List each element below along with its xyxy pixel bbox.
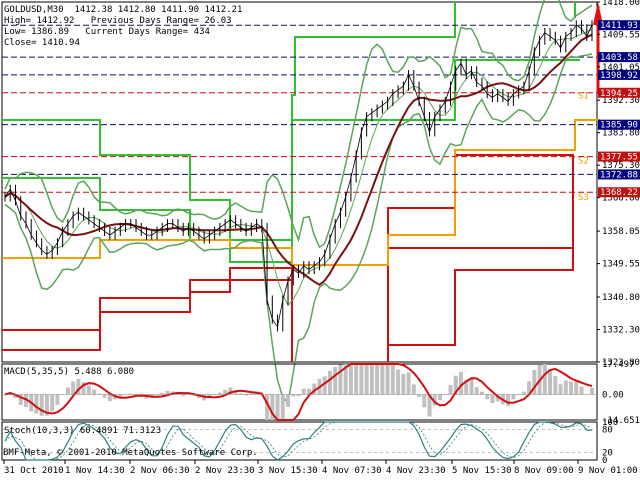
main-pane-frame — [1, 1, 598, 363]
price-level-label: 1372.88 — [600, 170, 638, 180]
bollinger-upper-line — [4, 0, 593, 249]
stoch-tick-label: 80 — [602, 426, 613, 436]
price-tick-label: 1375.30 — [602, 161, 640, 171]
price-level-tag — [598, 52, 640, 63]
price-level-tag — [598, 187, 640, 198]
price-level-tag — [598, 87, 640, 98]
macd-label: MACD(5,35,5) 5.488 6.080 — [4, 367, 135, 377]
macd-tick-label: 17.497 — [602, 360, 635, 370]
x-tick-label: 1 Nov 14:30 — [65, 466, 125, 476]
price-tick-label: 1358.05 — [602, 227, 640, 237]
support-resistance-step-line — [387, 242, 574, 358]
macd-tick-label: 0.00 — [602, 390, 624, 400]
support-resistance-step-line — [2, 59, 580, 263]
price-level-tag — [598, 69, 640, 80]
price-level-label: 1377.55 — [600, 153, 638, 163]
price-level-label: 1403.58 — [600, 53, 638, 63]
stoch-tick-label: 20 — [602, 448, 613, 458]
macd-tick-label: -14.651 — [602, 416, 640, 426]
price-tick-label: 1340.80 — [602, 293, 640, 303]
price-tick-label: 1349.55 — [602, 260, 640, 270]
x-tick-label: 2 Nov 23:30 — [195, 466, 255, 476]
price-tick-label: 1409.55 — [602, 30, 640, 40]
support-resistance-step-line — [2, 2, 456, 241]
stoch-tick-label: 100 — [602, 418, 618, 428]
price-tick-label: 1401.05 — [602, 63, 640, 73]
price-level-label: 1368.22 — [600, 188, 638, 198]
price-level-label: 1394.25 — [600, 89, 638, 99]
macd-pane-frame — [1, 363, 598, 421]
level-marker-label: S3 — [578, 193, 589, 203]
close-line: Close= 1410.94 — [4, 38, 80, 48]
price-tick-label: 1392.30 — [602, 96, 640, 106]
price-tick-label: 1332.30 — [602, 326, 640, 336]
price-level-tag — [598, 151, 640, 162]
current-price-arrow — [593, 2, 603, 25]
price-level-label: 1398.92 — [600, 71, 638, 81]
copyright-text: BMF-Meta, © 2001-2010 MetaQuotes Softwar… — [3, 448, 258, 458]
price-level-tag — [598, 119, 640, 130]
axes: 1418.00 1409.55 1401.05 1392.30 1383.80 1375.… — [3, 0, 640, 476]
level-marker-label: S1 — [578, 92, 589, 102]
stoch-d-line — [4, 421, 593, 461]
close-price-line — [4, 24, 593, 328]
price-tick-label: 1383.80 — [602, 129, 640, 139]
stoch-k-line — [4, 421, 592, 461]
macd-signal-line — [4, 363, 593, 421]
x-tick-label: 31 Oct 2010 — [4, 466, 64, 476]
low-line: Low= 1386.89 Current Days Range= 434 — [4, 27, 210, 37]
support-resistance-step-line — [2, 279, 292, 351]
x-tick-label: 8 Nov 09:00 — [514, 466, 574, 476]
symbol-quote-line: GOLDUSD,M30 1412.38 1412.80 1411.90 1412… — [4, 5, 243, 15]
bollinger-middle-line — [4, 29, 593, 307]
x-tick-label: 5 Nov 15:30 — [452, 466, 512, 476]
stochastic-pane — [1, 421, 598, 461]
price-tick-label: 1418.00 — [602, 0, 640, 8]
x-tick-label: 3 Nov 15:30 — [258, 466, 318, 476]
price-level-label: 1385.90 — [600, 121, 638, 131]
high-line: High= 1412.92 Previous Days Range= 26.03 — [4, 16, 232, 26]
price-level-label: 1411.93 — [600, 21, 638, 31]
level-marker-label: S2 — [578, 157, 589, 167]
price-tick-label: 1323.80 — [602, 358, 640, 368]
main-price-pane: S1 S2 S3 — [1, 0, 603, 405]
price-tick-label: 1366.80 — [602, 194, 640, 204]
stoch-pane-frame — [1, 421, 598, 461]
support-resistance-step-line — [2, 119, 600, 266]
bollinger-lower-line — [4, 53, 593, 405]
x-tick-label: 4 Nov 23:30 — [386, 466, 446, 476]
macd-pane — [1, 363, 598, 421]
stoch-label: Stoch(10,3,3) 60.4891 71.3123 — [4, 426, 162, 436]
x-tick-label: 9 Nov 01:00 — [578, 466, 638, 476]
x-tick-label: 4 Nov 07:30 — [322, 466, 382, 476]
price-level-tag — [598, 169, 640, 180]
x-tick-label: 2 Nov 06:30 — [130, 466, 190, 476]
price-level-tag — [598, 20, 640, 31]
stoch-tick-label: 0 — [602, 456, 607, 466]
